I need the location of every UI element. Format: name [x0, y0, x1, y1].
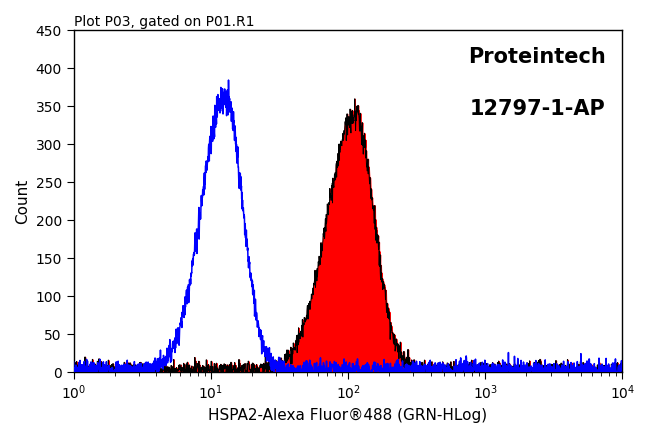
Text: 12797-1-AP: 12797-1-AP — [470, 99, 606, 119]
X-axis label: HSPA2-Alexa Fluor®488 (GRN-HLog): HSPA2-Alexa Fluor®488 (GRN-HLog) — [209, 408, 488, 423]
Y-axis label: Count: Count — [15, 178, 30, 224]
Text: Proteintech: Proteintech — [468, 47, 606, 67]
Text: Plot P03, gated on P01.R1: Plot P03, gated on P01.R1 — [73, 15, 254, 29]
